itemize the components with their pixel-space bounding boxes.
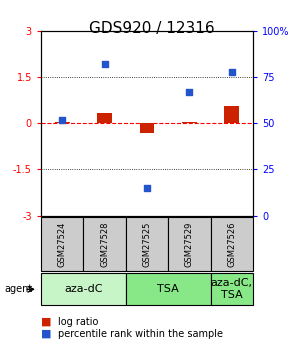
Bar xyxy=(97,112,112,124)
Point xyxy=(60,117,65,122)
Text: ■: ■ xyxy=(41,329,52,338)
Text: GSM27528: GSM27528 xyxy=(100,221,109,267)
Bar xyxy=(55,122,70,124)
Point xyxy=(187,89,192,95)
Text: ■: ■ xyxy=(41,317,52,326)
Bar xyxy=(139,124,154,132)
Bar xyxy=(182,122,197,124)
Point xyxy=(102,61,107,67)
Point xyxy=(229,69,234,75)
Text: aza-dC: aza-dC xyxy=(64,284,103,294)
Text: GDS920 / 12316: GDS920 / 12316 xyxy=(89,21,214,36)
Point xyxy=(145,185,149,191)
Bar xyxy=(224,106,239,124)
Text: log ratio: log ratio xyxy=(58,317,98,326)
Text: GSM27524: GSM27524 xyxy=(58,221,67,267)
Text: GSM27529: GSM27529 xyxy=(185,221,194,267)
Text: percentile rank within the sample: percentile rank within the sample xyxy=(58,329,223,338)
Text: agent: agent xyxy=(5,284,33,294)
Text: GSM27526: GSM27526 xyxy=(227,221,236,267)
Text: GSM27525: GSM27525 xyxy=(142,221,152,267)
Text: aza-dC,
TSA: aza-dC, TSA xyxy=(211,278,253,300)
Text: TSA: TSA xyxy=(157,284,179,294)
